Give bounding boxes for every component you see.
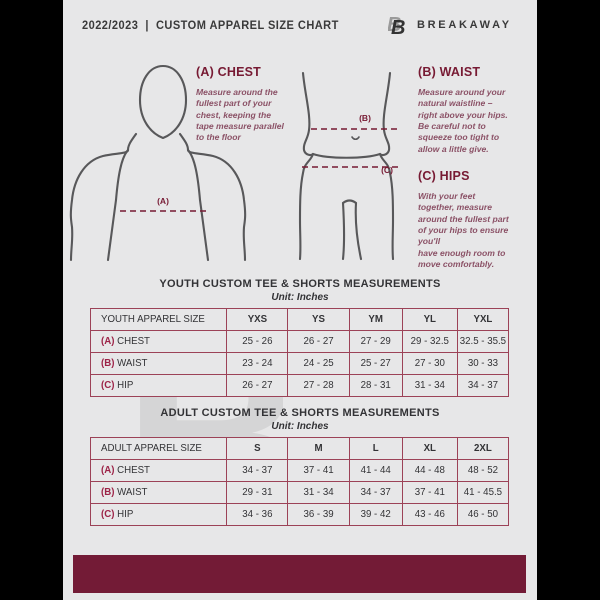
svg-text:(C): (C) bbox=[381, 165, 393, 175]
svg-text:B: B bbox=[391, 17, 405, 38]
svg-text:(B): (B) bbox=[359, 113, 371, 123]
svg-text:(A): (A) bbox=[157, 196, 169, 206]
